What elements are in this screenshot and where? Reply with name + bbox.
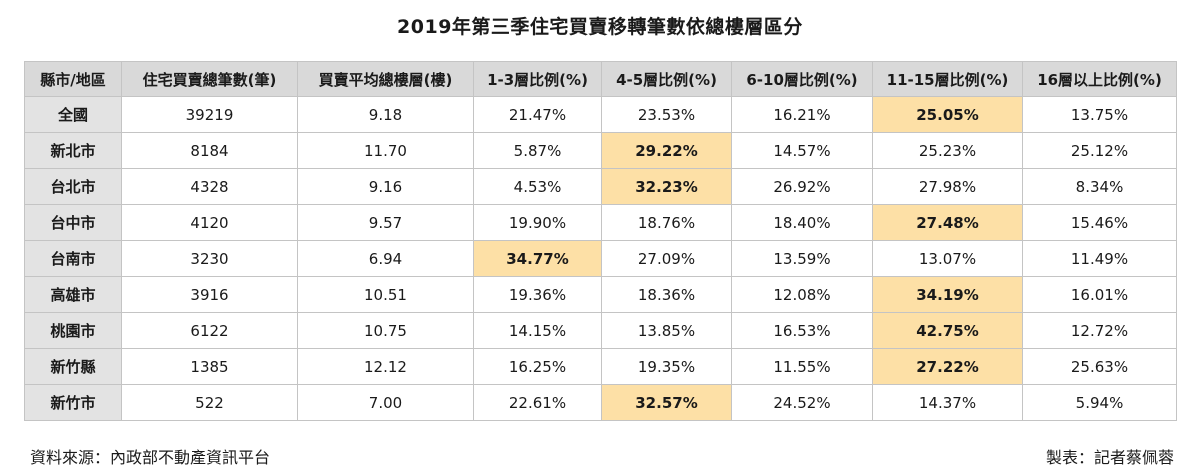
table-body: 全國 39219 9.18 21.47% 23.53% 16.21% 25.05% 13.75…	[24, 96, 1177, 421]
highlighted-value-cell: 32.23%	[601, 168, 732, 205]
header-row: 縣市/地區 住宅買賣總筆數(筆) 買賣平均總樓層(樓) 1-3層比例(%) 4-…	[24, 61, 1177, 97]
table-row: 台北市 4328 9.16 4.53% 32.23% 26.92% 27.98% 8.34%	[24, 168, 1177, 205]
value-cell: 21.47%	[473, 96, 602, 133]
value-cell: 19.35%	[601, 348, 732, 385]
highlighted-value-cell: 42.75%	[872, 312, 1023, 349]
region-cell: 高雄市	[24, 276, 122, 313]
table-row: 台中市 4120 9.57 19.90% 18.76% 18.40% 27.48% 15.46…	[24, 204, 1177, 241]
value-cell: 13.07%	[872, 240, 1023, 277]
source-note: 資料來源：內政部不動產資訊平台	[30, 448, 271, 467]
value-cell: 6122	[121, 312, 298, 349]
table-row: 全國 39219 9.18 21.47% 23.53% 16.21% 25.05% 13.75…	[24, 96, 1177, 133]
value-cell: 3916	[121, 276, 298, 313]
value-cell: 25.63%	[1022, 348, 1177, 385]
value-cell: 12.12	[297, 348, 474, 385]
table-row: 新竹市 522 7.00 22.61% 32.57% 24.52% 14.37% 5.94%	[24, 384, 1177, 421]
value-cell: 8184	[121, 132, 298, 169]
value-cell: 5.87%	[473, 132, 602, 169]
table-title: 2019年第三季住宅買賣移轉筆數依總樓層區分	[397, 16, 803, 38]
column-header: 11-15層比例(%)	[872, 61, 1023, 97]
value-cell: 19.36%	[473, 276, 602, 313]
value-cell: 10.51	[297, 276, 474, 313]
value-cell: 5.94%	[1022, 384, 1177, 421]
value-cell: 3230	[121, 240, 298, 277]
value-cell: 25.23%	[872, 132, 1023, 169]
value-cell: 4328	[121, 168, 298, 205]
highlighted-value-cell: 29.22%	[601, 132, 732, 169]
region-cell: 全國	[24, 96, 122, 133]
highlighted-value-cell: 32.57%	[601, 384, 732, 421]
value-cell: 11.49%	[1022, 240, 1177, 277]
value-cell: 14.57%	[731, 132, 873, 169]
region-cell: 新北市	[24, 132, 122, 169]
value-cell: 27.98%	[872, 168, 1023, 205]
value-cell: 522	[121, 384, 298, 421]
value-cell: 24.52%	[731, 384, 873, 421]
value-cell: 9.16	[297, 168, 474, 205]
highlighted-value-cell: 27.48%	[872, 204, 1023, 241]
value-cell: 11.70	[297, 132, 474, 169]
column-header: 買賣平均總樓層(樓)	[297, 61, 474, 97]
value-cell: 9.18	[297, 96, 474, 133]
highlighted-value-cell: 34.19%	[872, 276, 1023, 313]
value-cell: 16.25%	[473, 348, 602, 385]
region-cell: 新竹市	[24, 384, 122, 421]
region-cell: 台南市	[24, 240, 122, 277]
column-header: 住宅買賣總筆數(筆)	[121, 61, 298, 97]
value-cell: 22.61%	[473, 384, 602, 421]
column-header: 1-3層比例(%)	[473, 61, 602, 97]
region-cell: 台中市	[24, 204, 122, 241]
table-row: 台南市 3230 6.94 34.77% 27.09% 13.59% 13.07% 11.49…	[24, 240, 1177, 277]
region-cell: 台北市	[24, 168, 122, 205]
value-cell: 7.00	[297, 384, 474, 421]
value-cell: 14.15%	[473, 312, 602, 349]
value-cell: 15.46%	[1022, 204, 1177, 241]
value-cell: 18.76%	[601, 204, 732, 241]
column-header: 4-5層比例(%)	[601, 61, 732, 97]
value-cell: 6.94	[297, 240, 474, 277]
value-cell: 12.72%	[1022, 312, 1177, 349]
value-cell: 13.75%	[1022, 96, 1177, 133]
highlighted-value-cell: 25.05%	[872, 96, 1023, 133]
value-cell: 13.59%	[731, 240, 873, 277]
value-cell: 13.85%	[601, 312, 732, 349]
value-cell: 4.53%	[473, 168, 602, 205]
highlighted-value-cell: 27.22%	[872, 348, 1023, 385]
table-row: 新竹縣 1385 12.12 16.25% 19.35% 11.55% 27.22% 25.6…	[24, 348, 1177, 385]
value-cell: 9.57	[297, 204, 474, 241]
value-cell: 25.12%	[1022, 132, 1177, 169]
value-cell: 8.34%	[1022, 168, 1177, 205]
value-cell: 16.01%	[1022, 276, 1177, 313]
value-cell: 16.21%	[731, 96, 873, 133]
value-cell: 16.53%	[731, 312, 873, 349]
value-cell: 23.53%	[601, 96, 732, 133]
table-row: 高雄市 3916 10.51 19.36% 18.36% 12.08% 34.19% 16.0…	[24, 276, 1177, 313]
value-cell: 14.37%	[872, 384, 1023, 421]
author-credit: 製表：記者蔡佩蓉	[1045, 448, 1174, 467]
value-cell: 10.75	[297, 312, 474, 349]
value-cell: 27.09%	[601, 240, 732, 277]
column-header: 縣市/地區	[24, 61, 122, 97]
highlighted-value-cell: 34.77%	[473, 240, 602, 277]
value-cell: 18.36%	[601, 276, 732, 313]
table-row: 桃園市 6122 10.75 14.15% 13.85% 16.53% 42.75% 12.7…	[24, 312, 1177, 349]
value-cell: 39219	[121, 96, 298, 133]
value-cell: 1385	[121, 348, 298, 385]
table-row: 新北市 8184 11.70 5.87% 29.22% 14.57% 25.23% 25.12…	[24, 132, 1177, 169]
value-cell: 11.55%	[731, 348, 873, 385]
value-cell: 18.40%	[731, 204, 873, 241]
floor-ratio-table: 縣市/地區 住宅買賣總筆數(筆) 買賣平均總樓層(樓) 1-3層比例(%) 4-…	[24, 61, 1177, 421]
column-header: 16層以上比例(%)	[1022, 61, 1177, 97]
region-cell: 新竹縣	[24, 348, 122, 385]
region-cell: 桃園市	[24, 312, 122, 349]
value-cell: 4120	[121, 204, 298, 241]
value-cell: 19.90%	[473, 204, 602, 241]
column-header: 6-10層比例(%)	[731, 61, 873, 97]
value-cell: 12.08%	[731, 276, 873, 313]
value-cell: 26.92%	[731, 168, 873, 205]
